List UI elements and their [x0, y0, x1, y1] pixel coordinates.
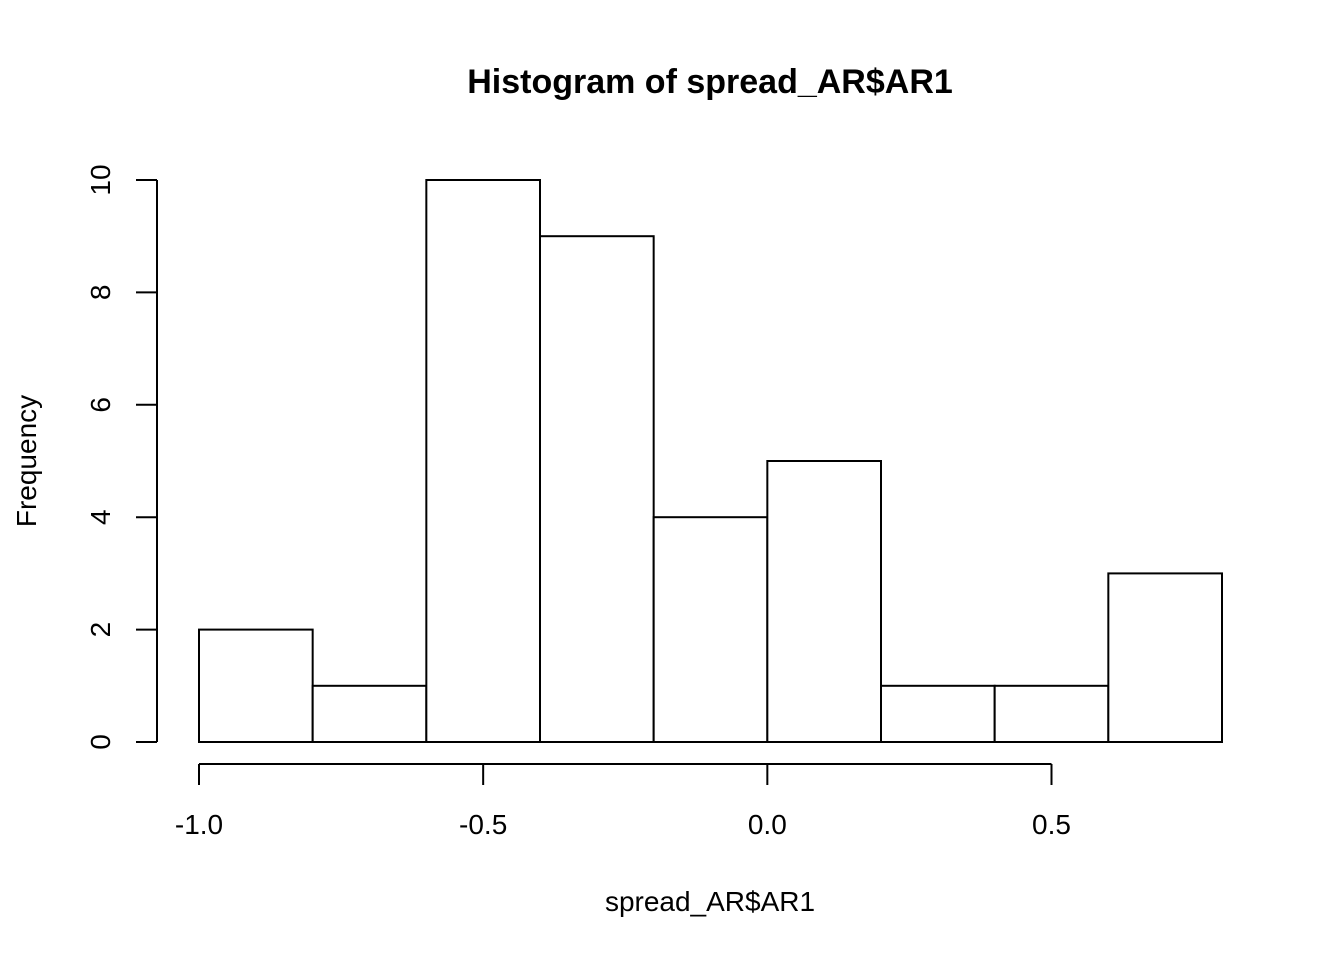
histogram-bar: [652, 516, 769, 744]
histogram-bar: [425, 179, 542, 743]
histogram-bar: [880, 684, 996, 743]
histogram-bar: [993, 684, 1110, 743]
x-tick-label: 0.0: [748, 809, 787, 840]
x-tick-label: -1.0: [175, 809, 223, 840]
histogram-bar: [198, 628, 314, 743]
x-tick-label: -0.5: [459, 809, 507, 840]
y-tick-label: 0: [85, 734, 116, 750]
y-axis: 0 2 4 6 8 10: [85, 164, 158, 750]
y-axis-label: Frequency: [11, 395, 42, 527]
y-tick-label: 2: [85, 622, 116, 638]
x-axis: -1.0 -0.5 0.0 0.5: [175, 763, 1071, 840]
bars-group: [198, 179, 1224, 744]
y-tick-label: 10: [85, 164, 116, 195]
histogram-bar: [1107, 572, 1224, 744]
x-axis-label: spread_AR$AR1: [605, 886, 815, 917]
histogram-bar: [766, 460, 882, 743]
chart-title: Histogram of spread_AR$AR1: [467, 63, 953, 101]
y-tick-label: 4: [85, 509, 116, 525]
y-tick-label: 8: [85, 285, 116, 301]
x-tick-label: 0.5: [1032, 809, 1071, 840]
histogram-bar: [539, 235, 655, 743]
y-tick-label: 6: [85, 397, 116, 413]
histogram-bar: [311, 684, 428, 743]
